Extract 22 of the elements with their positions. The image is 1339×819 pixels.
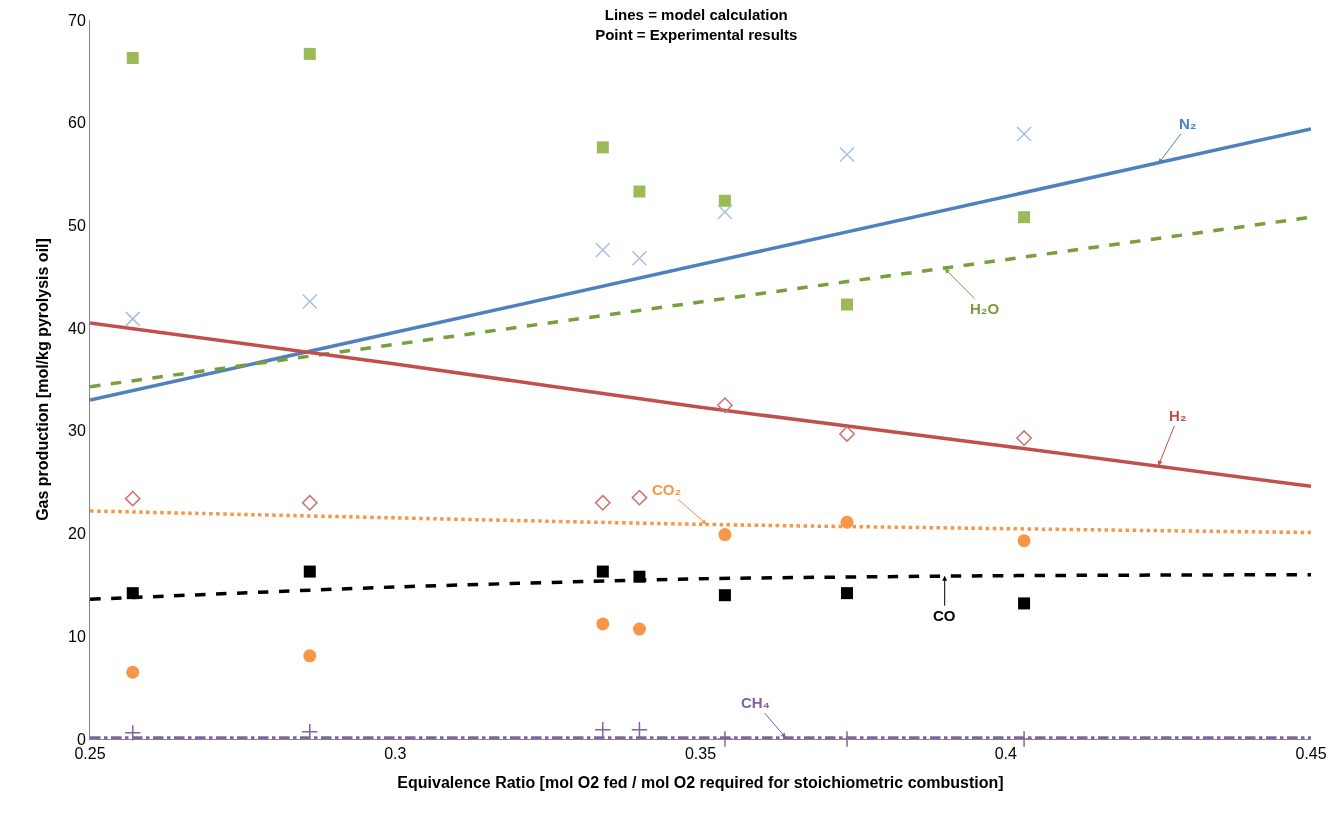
annotation: H₂O bbox=[970, 300, 1000, 317]
annotation: CO bbox=[933, 607, 956, 624]
x-tick-label: 0.4 bbox=[994, 745, 1017, 763]
y-tick-label: 40 bbox=[68, 319, 86, 337]
chart-title: Lines = model calculation Point = Experimental results bbox=[595, 6, 798, 43]
annotation: N₂ bbox=[1179, 115, 1197, 132]
y-tick-label: 30 bbox=[68, 422, 86, 440]
y-tick-label: 50 bbox=[68, 217, 86, 235]
y-tick-label: 10 bbox=[68, 627, 86, 645]
y-tick-label: 20 bbox=[68, 525, 86, 543]
y-tick-label: 0 bbox=[76, 730, 86, 748]
y-axis-title: Gas production [mol/kg pyrolysis oil] bbox=[33, 238, 51, 521]
annotation: CH₄ bbox=[741, 694, 770, 711]
x-axis-title: Equivalence Ratio [mol O2 fed / mol O2 required for stoichiometric combustion] bbox=[397, 773, 1004, 791]
y-tick-label: 60 bbox=[68, 114, 86, 132]
x-tick-label: 0.25 bbox=[74, 745, 106, 763]
annotation: CO₂ bbox=[652, 481, 682, 498]
x-tick-label: 0.45 bbox=[1295, 745, 1327, 763]
x-tick-label: 0.3 bbox=[384, 745, 407, 763]
y-tick-label: 70 bbox=[68, 11, 86, 29]
annotation: H₂ bbox=[1169, 407, 1187, 424]
x-tick-label: 0.35 bbox=[684, 745, 717, 763]
